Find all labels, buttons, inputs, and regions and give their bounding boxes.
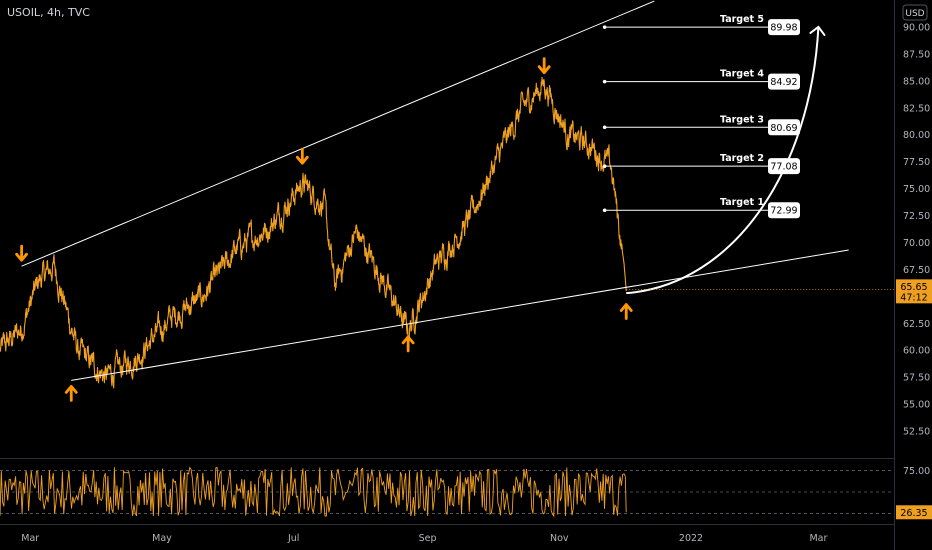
osc-y-tick-label: 75.00 (903, 466, 930, 477)
target-value: 84.92 (770, 77, 797, 88)
y-tick-label: 55.00 (903, 400, 930, 411)
target-value-box (768, 158, 800, 175)
target-label: Target 5 (720, 14, 764, 25)
x-tick-label: Mar (21, 533, 39, 544)
channel-lower-line (71, 249, 849, 381)
x-tick-label: 2022 (679, 533, 703, 544)
target-label: Target 4 (720, 69, 764, 80)
y-tick-label: 72.50 (903, 211, 930, 222)
y-tick-label: 75.00 (903, 184, 930, 195)
x-tick-label: May (152, 533, 172, 544)
y-tick-label: 70.00 (903, 238, 930, 249)
symbol-title: USOIL, 4h, TVC (7, 6, 90, 19)
projection-arrowhead (809, 25, 826, 36)
axis-layer: 52.5055.0057.5060.0062.5065.0067.5070.00… (21, 22, 932, 544)
target-label: Target 1 (720, 197, 764, 208)
target-value-box (768, 119, 800, 136)
y-tick-label: 67.50 (903, 265, 930, 276)
channel-upper-line (21, 0, 655, 267)
y-tick-label: 85.00 (903, 76, 930, 87)
oscillator-layer (0, 466, 894, 518)
currency-badge[interactable]: USD (905, 9, 924, 19)
target-value: 80.69 (770, 123, 797, 134)
x-tick-label: Nov (550, 533, 569, 544)
y-tick-label: 62.50 (903, 319, 930, 330)
target-value-box (768, 73, 800, 90)
x-tick-label: Mar (809, 533, 827, 544)
y-tick-label: 87.50 (903, 49, 930, 60)
currency-badge-frame[interactable] (902, 4, 928, 21)
x-tick-label: Jul (287, 533, 299, 544)
y-tick-label: 57.50 (903, 373, 930, 384)
y-tick-label: 82.50 (903, 103, 930, 114)
osc-last-badge (896, 505, 932, 520)
target-value-box (768, 202, 800, 219)
pivot-arrow-up (64, 385, 78, 402)
target-value: 77.08 (770, 162, 797, 173)
grid-layer (0, 0, 895, 550)
trendline-layer (21, 0, 849, 381)
price-series-layer (0, 76, 627, 389)
target-value-box (768, 19, 800, 36)
last-price-value: 65.65 (900, 282, 927, 293)
target-value: 72.99 (770, 206, 797, 217)
y-tick-label: 77.50 (903, 157, 930, 168)
y-tick-label: 90.00 (903, 22, 930, 33)
oscillator-line (0, 466, 627, 518)
x-tick-label: Sep (419, 533, 437, 544)
target-label: Target 3 (720, 114, 764, 125)
pivot-arrow-down (15, 244, 28, 262)
projection-curve (626, 26, 820, 295)
pivot-arrow-up (619, 303, 633, 320)
pivot-arrow-down (295, 147, 309, 165)
target-label: Target 2 (720, 153, 764, 164)
pivot-arrows-layer (15, 57, 633, 402)
y-tick-label: 80.00 (903, 130, 930, 141)
bar-countdown: 47:12 (900, 292, 927, 303)
last-price-badge (896, 279, 932, 304)
pivot-arrow-down (537, 57, 551, 75)
target-value: 89.98 (770, 23, 797, 34)
osc-last-value: 26.35 (900, 508, 927, 519)
y-tick-label: 52.50 (903, 427, 930, 438)
pivot-arrow-up (401, 335, 415, 353)
targets-layer: Target 1 72.99 Target 2 77.08 Target 3 80.69 T… (602, 14, 800, 219)
price-line (0, 76, 627, 389)
y-tick-label: 60.00 (903, 346, 930, 357)
